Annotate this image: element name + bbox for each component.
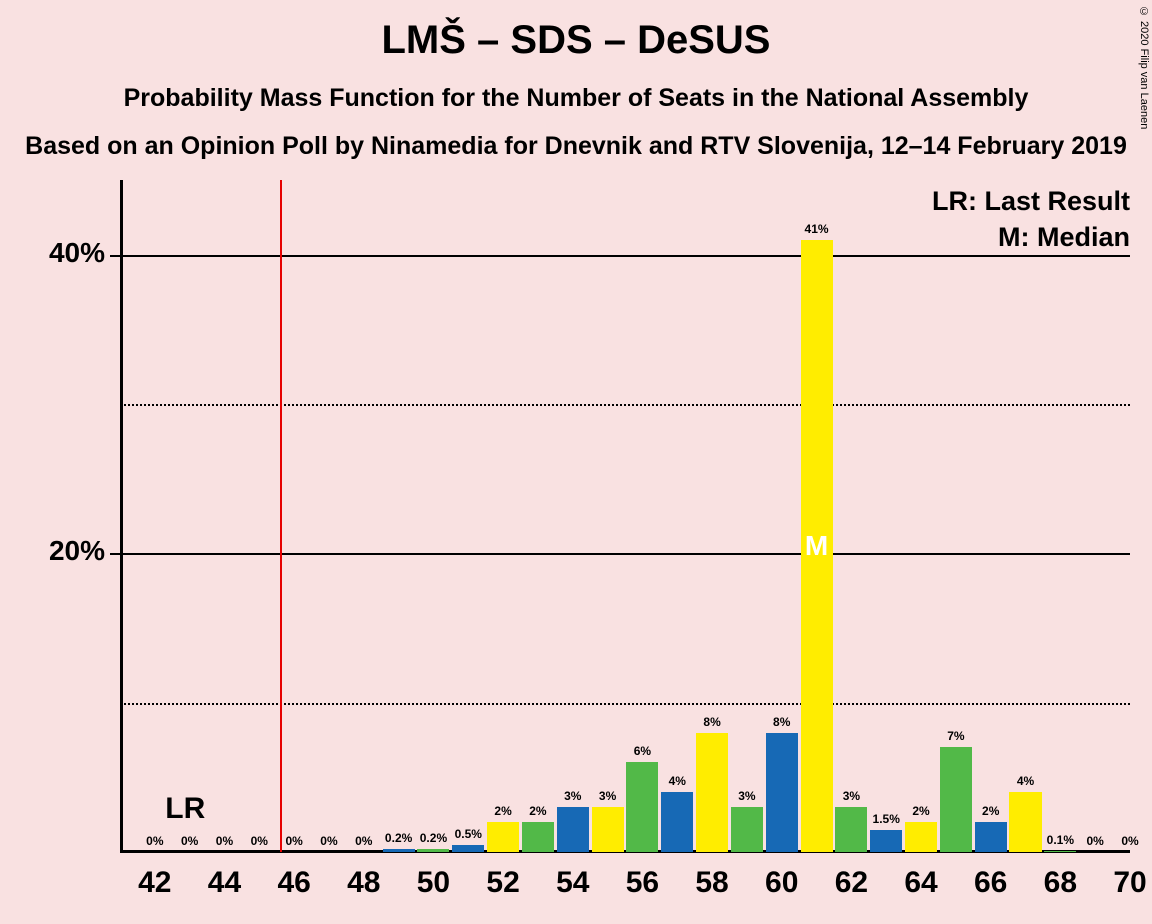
- bar: [1044, 851, 1076, 852]
- bar: [731, 807, 763, 852]
- bar-value-label: 0%: [1121, 834, 1138, 848]
- ytick-mark: [110, 553, 120, 555]
- xtick-label: 62: [835, 866, 868, 900]
- bar-value-label: 4%: [1017, 774, 1034, 788]
- last-result-label: LR: [165, 792, 205, 826]
- chart-page: © 2020 Filip van Laenen LMŠ – SDS – DeSU…: [0, 0, 1152, 924]
- xtick-label: 52: [486, 866, 519, 900]
- xtick-label: 68: [1044, 866, 1077, 900]
- bar-value-label: 0%: [251, 834, 268, 848]
- bar-value-label: 8%: [773, 715, 790, 729]
- bar-value-label: 3%: [843, 789, 860, 803]
- bar: [870, 830, 902, 852]
- bar-value-label: 2%: [529, 804, 546, 818]
- bar: [452, 845, 484, 852]
- bar-value-label: 0%: [1087, 834, 1104, 848]
- chart-title: LMŠ – SDS – DeSUS: [0, 18, 1152, 63]
- last-result-line: [280, 180, 282, 852]
- bar: [522, 822, 554, 852]
- xtick-label: 42: [138, 866, 171, 900]
- xtick-label: 64: [904, 866, 937, 900]
- xtick-label: 50: [417, 866, 450, 900]
- xtick-label: 54: [556, 866, 589, 900]
- bar-value-label: 0%: [181, 834, 198, 848]
- bar: [696, 733, 728, 852]
- bar-value-label: 1.5%: [873, 812, 900, 826]
- chart-source: Based on an Opinion Poll by Ninamedia fo…: [0, 132, 1152, 161]
- bar: [383, 849, 415, 852]
- grid-minor: [120, 404, 1130, 406]
- bar-value-label: 41%: [805, 222, 829, 236]
- xtick-label: 58: [695, 866, 728, 900]
- bar-value-label: 0.2%: [420, 831, 447, 845]
- bar: [557, 807, 589, 852]
- bar-value-label: 0.2%: [385, 831, 412, 845]
- xtick-label: 56: [626, 866, 659, 900]
- bar: [487, 822, 519, 852]
- bar-value-label: 0%: [146, 834, 163, 848]
- chart-subtitle: Probability Mass Function for the Number…: [0, 84, 1152, 113]
- ytick-mark: [110, 255, 120, 257]
- xtick-label: 66: [974, 866, 1007, 900]
- xtick-label: 48: [347, 866, 380, 900]
- median-mark: M: [805, 530, 828, 562]
- grid-major: [120, 255, 1130, 257]
- bar: [592, 807, 624, 852]
- bar: [417, 849, 449, 852]
- bar-value-label: 2%: [912, 804, 929, 818]
- bar: [975, 822, 1007, 852]
- grid-minor: [120, 703, 1130, 705]
- y-axis: [120, 180, 123, 852]
- grid-major: [120, 553, 1130, 555]
- xtick-label: 46: [277, 866, 310, 900]
- bar-value-label: 7%: [947, 729, 964, 743]
- bar-value-label: 3%: [564, 789, 581, 803]
- bar-value-label: 3%: [738, 789, 755, 803]
- bar: [835, 807, 867, 852]
- bar-value-label: 6%: [634, 744, 651, 758]
- xtick-label: 60: [765, 866, 798, 900]
- bar: [766, 733, 798, 852]
- bar-value-label: 8%: [703, 715, 720, 729]
- bar-value-label: 2%: [494, 804, 511, 818]
- bar-value-label: 2%: [982, 804, 999, 818]
- bar-value-label: 0.5%: [455, 827, 482, 841]
- bar: [940, 747, 972, 852]
- bar-value-label: 0%: [320, 834, 337, 848]
- bar-value-label: 3%: [599, 789, 616, 803]
- bar-value-label: 0%: [355, 834, 372, 848]
- plot-area: 20%40%LR0%0%0%0%0%0%0%0.2%0.2%0.5%2%2%3%…: [120, 180, 1130, 852]
- ytick-label: 20%: [25, 535, 105, 567]
- bar-value-label: 4%: [669, 774, 686, 788]
- xtick-label: 44: [208, 866, 241, 900]
- bar-value-label: 0.1%: [1047, 833, 1074, 847]
- xtick-label: 70: [1113, 866, 1146, 900]
- bar-value-label: 0%: [216, 834, 233, 848]
- ytick-label: 40%: [25, 237, 105, 269]
- bar: [626, 762, 658, 852]
- bar-value-label: 0%: [285, 834, 302, 848]
- bar: [905, 822, 937, 852]
- bar: [1009, 792, 1041, 852]
- bar: [661, 792, 693, 852]
